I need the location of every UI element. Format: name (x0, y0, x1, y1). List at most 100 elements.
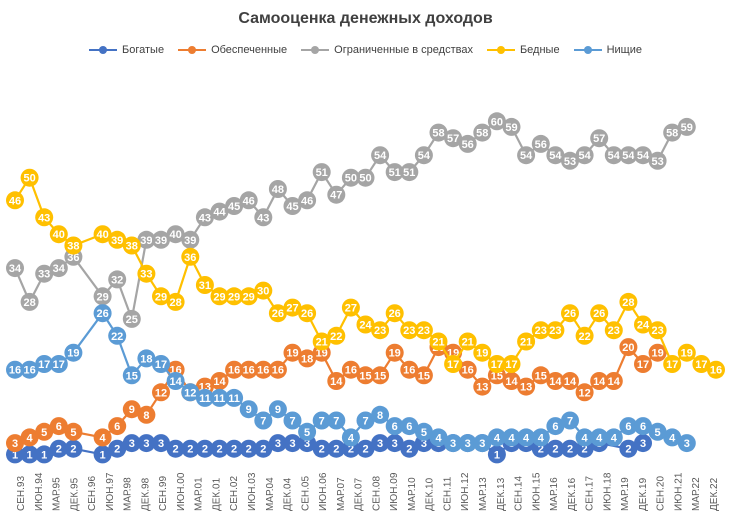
data-point-destitute[interactable] (298, 422, 317, 441)
data-point-limited[interactable] (93, 287, 112, 306)
data-point-poor[interactable] (225, 287, 244, 306)
data-point-rich[interactable] (487, 445, 506, 464)
data-point-destitute[interactable] (268, 400, 287, 419)
legend-item-limited[interactable]: Ограниченные в средствах (301, 44, 473, 56)
legend-item-destitute[interactable]: Нищие (573, 44, 642, 56)
data-point-destitute[interactable] (590, 428, 609, 447)
data-point-well-off[interactable] (35, 422, 54, 441)
data-point-rich[interactable] (195, 439, 214, 458)
data-point-destitute[interactable] (239, 400, 258, 419)
data-point-poor[interactable] (20, 168, 39, 187)
data-point-rich[interactable] (312, 439, 331, 458)
data-point-limited[interactable] (429, 123, 448, 142)
data-point-rich[interactable] (371, 434, 390, 453)
data-point-destitute[interactable] (341, 428, 360, 447)
data-point-poor[interactable] (414, 321, 433, 340)
data-point-limited[interactable] (677, 117, 696, 136)
data-point-poor[interactable] (663, 355, 682, 373)
data-point-limited[interactable] (49, 259, 68, 278)
data-point-poor[interactable] (604, 321, 623, 340)
data-point-well-off[interactable] (254, 360, 273, 379)
data-point-limited[interactable] (35, 264, 54, 283)
data-point-poor[interactable] (590, 304, 609, 323)
data-point-rich[interactable] (400, 439, 419, 458)
data-point-poor[interactable] (327, 326, 346, 345)
data-point-destitute[interactable] (49, 355, 68, 373)
data-point-destitute[interactable] (6, 360, 24, 379)
data-point-destitute[interactable] (64, 343, 83, 362)
data-point-limited[interactable] (663, 123, 682, 142)
data-point-rich[interactable] (49, 439, 68, 458)
data-point-destitute[interactable] (225, 388, 244, 407)
data-point-limited[interactable] (385, 163, 404, 182)
data-point-rich[interactable] (356, 439, 375, 458)
data-point-poor[interactable] (502, 355, 521, 373)
data-point-limited[interactable] (225, 197, 244, 215)
data-point-destitute[interactable] (619, 417, 638, 436)
data-point-rich[interactable] (634, 434, 652, 453)
data-point-well-off[interactable] (531, 366, 550, 385)
data-point-well-off[interactable] (122, 400, 141, 419)
data-point-destitute[interactable] (648, 422, 667, 441)
data-point-destitute[interactable] (663, 428, 682, 447)
data-point-poor[interactable] (341, 298, 360, 317)
data-point-rich[interactable] (619, 439, 638, 458)
data-point-well-off[interactable] (93, 428, 112, 447)
data-point-poor[interactable] (356, 315, 375, 334)
data-point-poor[interactable] (531, 321, 550, 340)
data-point-destitute[interactable] (312, 411, 331, 430)
data-point-well-off[interactable] (137, 405, 156, 424)
data-point-well-off[interactable] (561, 372, 579, 390)
data-point-rich[interactable] (239, 439, 258, 458)
data-point-limited[interactable] (341, 168, 360, 187)
data-point-well-off[interactable] (64, 422, 83, 441)
data-point-destitute[interactable] (137, 349, 156, 368)
data-point-rich[interactable] (93, 445, 112, 464)
data-point-rich[interactable] (35, 445, 54, 464)
data-point-well-off[interactable] (6, 434, 24, 453)
data-point-rich[interactable] (152, 434, 170, 453)
data-point-well-off[interactable] (49, 417, 68, 436)
data-point-limited[interactable] (458, 134, 477, 153)
data-point-destitute[interactable] (283, 411, 302, 430)
data-point-well-off[interactable] (356, 366, 375, 385)
data-point-destitute[interactable] (473, 434, 492, 453)
data-point-poor[interactable] (152, 287, 170, 306)
data-point-well-off[interactable] (414, 366, 433, 385)
data-point-poor[interactable] (473, 343, 492, 362)
data-point-limited[interactable] (312, 163, 331, 182)
data-point-rich[interactable] (546, 439, 565, 458)
data-point-limited[interactable] (6, 259, 24, 278)
data-point-poor[interactable] (268, 304, 287, 323)
data-point-limited[interactable] (487, 112, 506, 131)
data-point-rich[interactable] (254, 439, 273, 458)
data-point-rich[interactable] (166, 439, 185, 458)
data-point-limited[interactable] (254, 208, 273, 227)
data-point-limited[interactable] (283, 197, 302, 215)
data-point-rich[interactable] (385, 434, 404, 453)
data-point-destitute[interactable] (444, 434, 463, 453)
data-point-poor[interactable] (49, 225, 68, 244)
data-point-poor[interactable] (283, 298, 302, 317)
data-point-destitute[interactable] (152, 355, 170, 373)
data-point-poor[interactable] (64, 236, 83, 255)
data-point-destitute[interactable] (458, 434, 477, 453)
data-point-rich[interactable] (108, 439, 127, 458)
data-point-limited[interactable] (166, 225, 185, 244)
data-point-limited[interactable] (239, 191, 258, 210)
data-point-limited[interactable] (531, 134, 550, 153)
data-point-destitute[interactable] (414, 422, 433, 441)
data-point-poor[interactable] (195, 276, 214, 294)
data-point-well-off[interactable] (546, 372, 565, 390)
data-point-well-off[interactable] (298, 349, 317, 368)
data-point-limited[interactable] (108, 270, 127, 289)
data-point-poor[interactable] (677, 343, 696, 362)
data-point-poor[interactable] (648, 321, 667, 340)
data-point-poor[interactable] (298, 304, 317, 323)
data-point-well-off[interactable] (283, 343, 302, 362)
data-point-destitute[interactable] (181, 383, 200, 402)
data-point-limited[interactable] (604, 146, 623, 165)
data-point-limited[interactable] (575, 146, 594, 165)
legend-item-rich[interactable]: Богатые (89, 44, 164, 56)
data-point-limited[interactable] (210, 202, 229, 221)
